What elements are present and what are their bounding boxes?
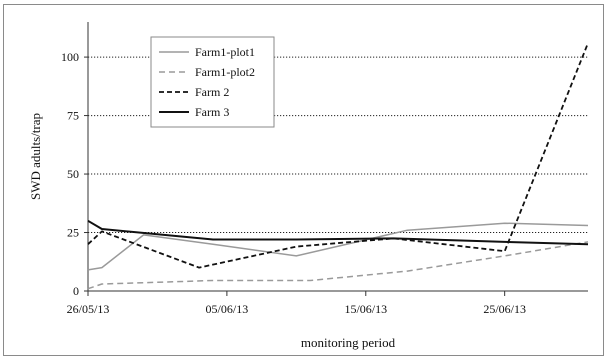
gridlines: [88, 56, 588, 234]
x-tick-labels: 26/05/13 05/06/13 15/06/13 25/06/13: [67, 291, 526, 316]
series-lines: [87, 42, 589, 290]
legend-label: Farm1-plot1: [195, 45, 255, 59]
y-tick-label: 0: [73, 284, 79, 298]
y-tick-label: 75: [67, 109, 79, 123]
x-tick-label: 26/05/13: [67, 302, 110, 316]
y-axis-title: SWD adults/trap: [28, 113, 43, 200]
legend-label: Farm 2: [195, 85, 229, 99]
y-tick-label: 100: [61, 50, 79, 64]
x-axis-title: monitoring period: [301, 335, 396, 350]
series-line-4: [87, 219, 589, 246]
y-tick-label: 25: [67, 226, 79, 240]
legend: Farm1-plot1 Farm1-plot2 Farm 2 Farm 3: [150, 36, 275, 128]
x-tick-label: 15/06/13: [344, 302, 387, 316]
x-tick-label: 25/06/13: [483, 302, 526, 316]
series-line-1: [87, 222, 589, 271]
y-tick-labels: 0 25 50 75 100: [61, 50, 88, 298]
series-line-3: [87, 42, 589, 269]
series-line-2: [87, 241, 589, 290]
x-tick-label: 05/06/13: [206, 302, 249, 316]
chart-frame: [3, 4, 604, 356]
y-tick-label: 50: [67, 167, 79, 181]
legend-label: Farm 3: [195, 105, 229, 119]
legend-label: Farm1-plot2: [195, 65, 255, 79]
